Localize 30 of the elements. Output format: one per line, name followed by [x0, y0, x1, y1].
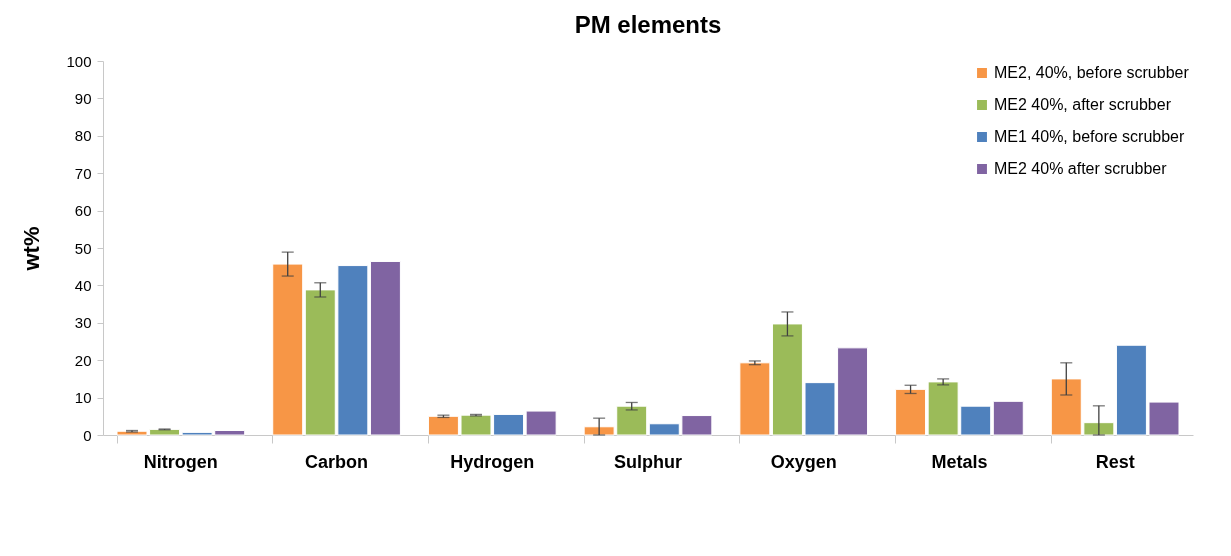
- legend-label: ME1 40%, before scrubber: [994, 128, 1185, 145]
- y-axis-title: wt%: [19, 226, 45, 272]
- y-tick-label: 80: [74, 127, 92, 145]
- legend-label: ME2, 40%, before scrubber: [994, 64, 1190, 81]
- x-tick-label: Hydrogen: [450, 451, 535, 472]
- y-tick-label: 30: [74, 314, 92, 332]
- x-tick-label: Carbon: [305, 451, 369, 472]
- x-tick-label: Oxygen: [770, 451, 837, 472]
- y-tick-label: 0: [83, 426, 92, 444]
- bar: [895, 388, 927, 436]
- y-tick-label: 40: [74, 276, 92, 294]
- bar: [739, 362, 771, 436]
- y-tick-label: 100: [66, 52, 92, 70]
- y-tick-label: 20: [74, 351, 92, 369]
- x-tick-label: Sulphur: [614, 451, 682, 472]
- bar: [992, 400, 1024, 436]
- y-tick-label: 10: [74, 389, 92, 407]
- x-tick-label: Metals: [931, 451, 988, 472]
- legend-label: ME2 40% after scrubber: [994, 160, 1168, 177]
- chart-title: PM elements: [574, 11, 722, 38]
- bar: [525, 410, 557, 436]
- x-tick-label: Rest: [1095, 451, 1135, 472]
- y-tick-label: 90: [74, 89, 92, 107]
- bar: [272, 263, 304, 436]
- y-tick-label: 50: [74, 239, 92, 257]
- y-tick-label: 60: [74, 202, 92, 220]
- bar: [369, 260, 401, 436]
- y-tick-label: 70: [74, 164, 92, 182]
- legend-label: ME2 40%, after scrubber: [994, 96, 1172, 113]
- x-tick-label: Nitrogen: [143, 451, 218, 472]
